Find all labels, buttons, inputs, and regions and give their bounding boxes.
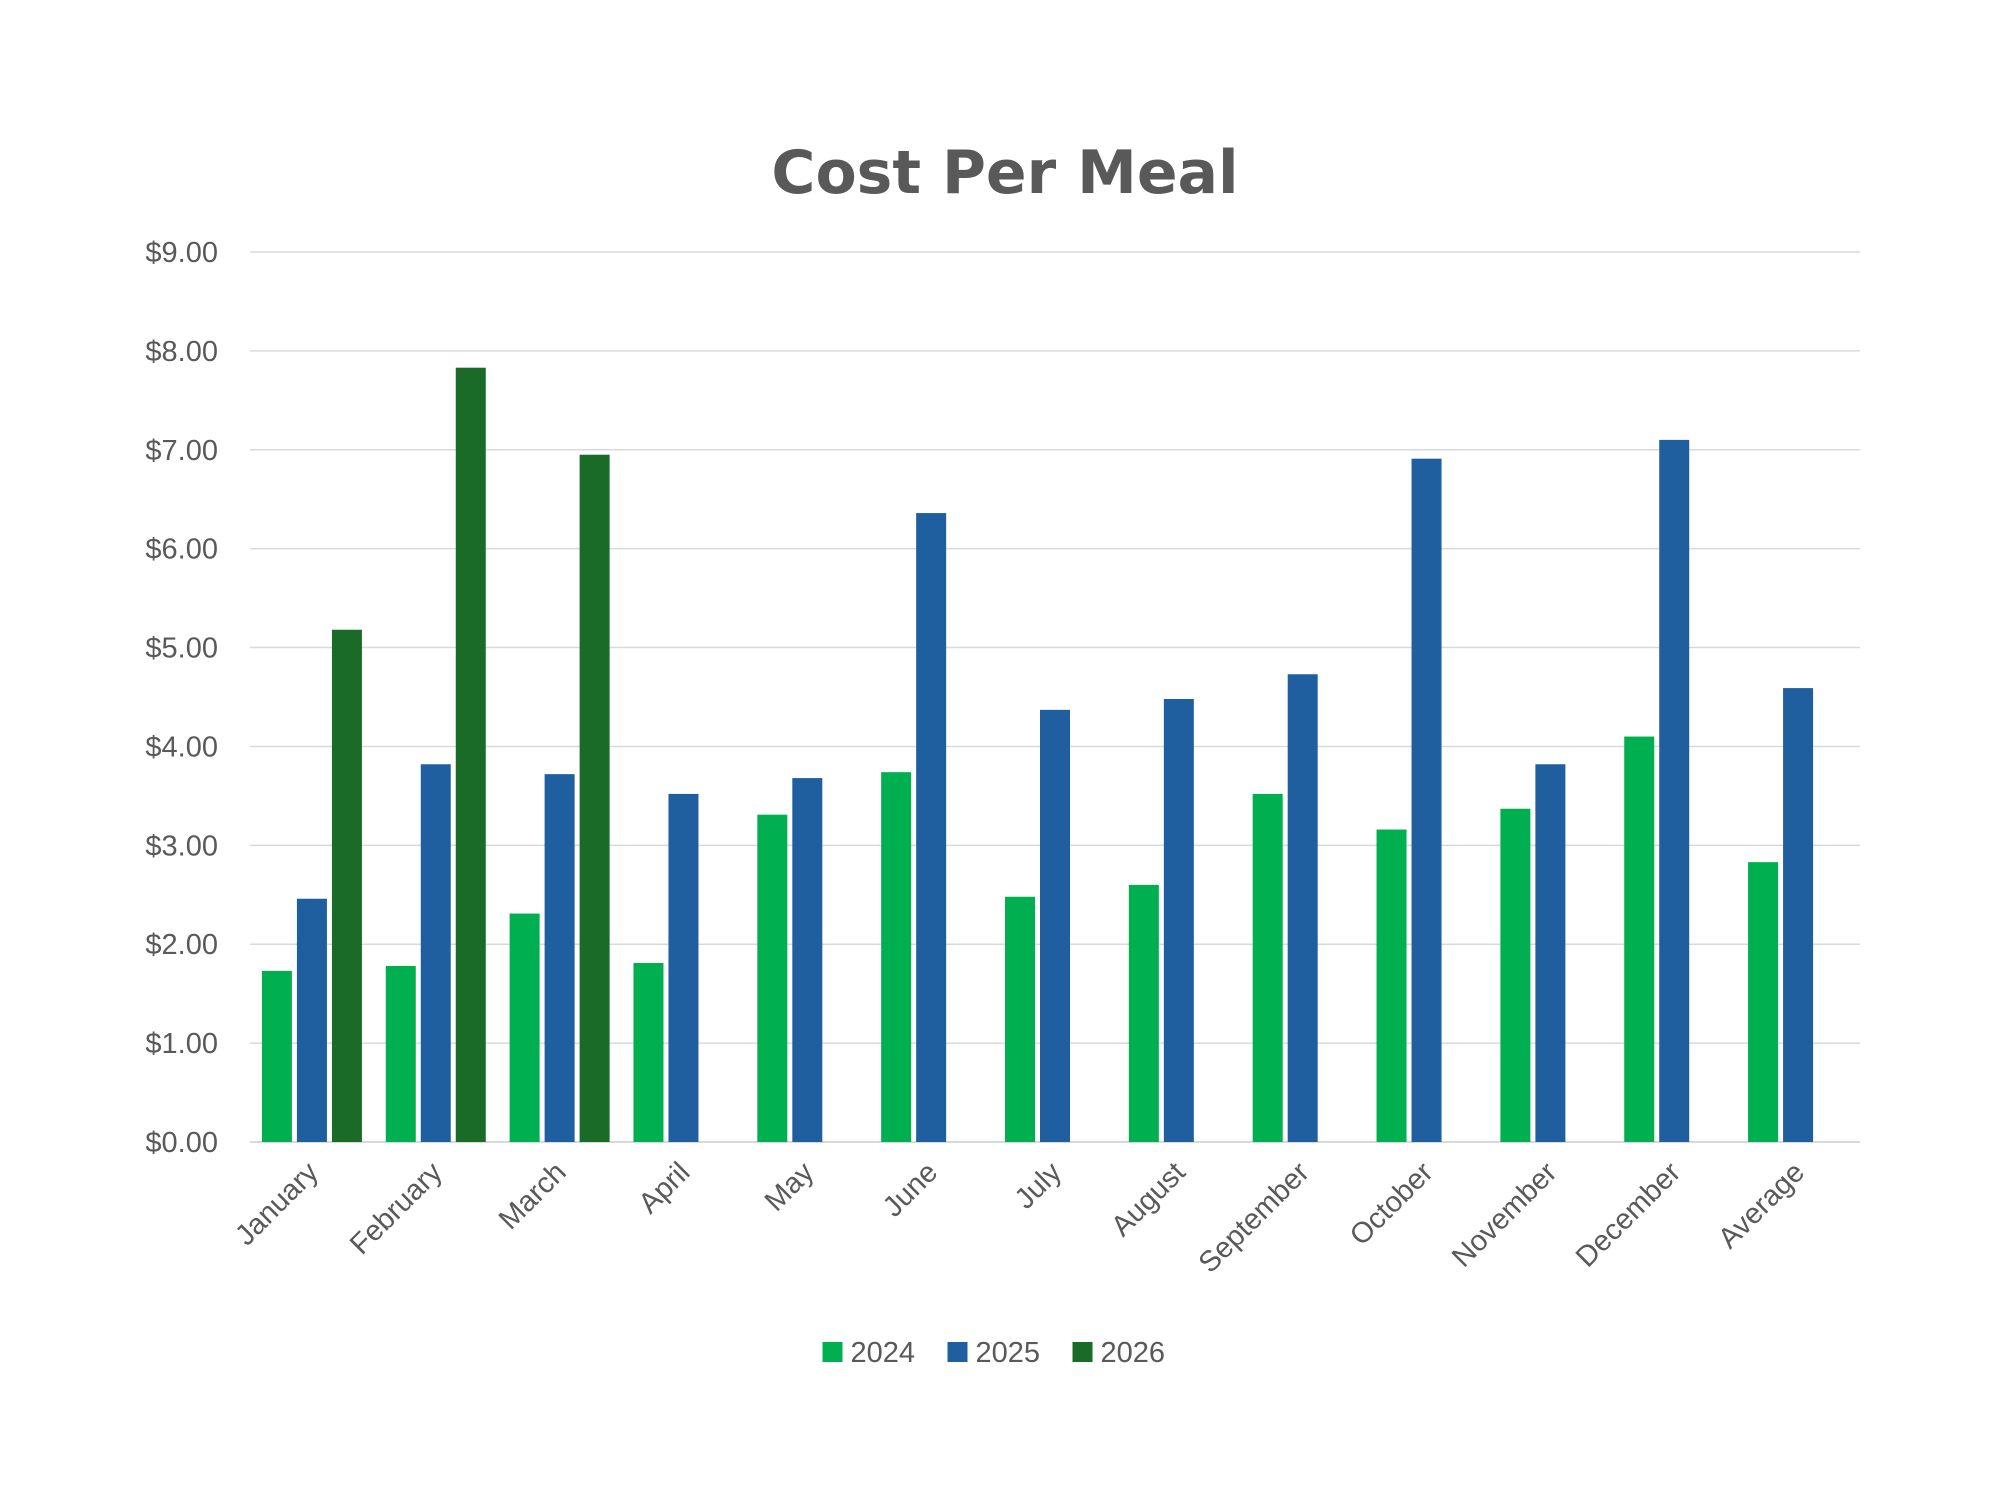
bar-2025-march — [544, 774, 575, 1142]
bar-2025-november — [1535, 764, 1566, 1142]
bar-2024-june — [881, 772, 912, 1142]
bar-2024-august — [1128, 884, 1159, 1142]
bar-2026-march — [579, 454, 610, 1142]
bar-2024-april — [633, 963, 664, 1142]
bar-2024-february — [385, 965, 416, 1142]
legend-swatch-2025 — [947, 1342, 968, 1362]
bar-2025-august — [1163, 698, 1194, 1142]
bar-2025-june — [916, 513, 947, 1142]
legend: 2024 2025 2026 — [822, 1337, 1166, 1369]
x-tick-label: April — [633, 1156, 697, 1220]
x-tick-label: September — [1193, 1156, 1316, 1279]
legend-swatch-2026 — [1072, 1342, 1093, 1362]
y-tick-label: $0.00 — [145, 1127, 218, 1159]
bar-2024-march — [509, 913, 540, 1142]
bar-2024-average — [1748, 862, 1779, 1142]
x-tick-label: August — [1105, 1156, 1191, 1242]
bar-2024-september — [1252, 793, 1283, 1142]
x-axis-tick-labels: January February March April May June July Augu… — [229, 1156, 1811, 1279]
x-tick-label: February — [344, 1156, 449, 1261]
bar-2025-july — [1040, 709, 1070, 1142]
legend-label-2025: 2025 — [976, 1337, 1041, 1369]
y-tick-label: $9.00 — [145, 237, 218, 269]
x-tick-label: December — [1570, 1156, 1687, 1273]
bar-2025-january — [296, 898, 327, 1142]
bar-2024-july — [1005, 896, 1035, 1142]
y-axis-tick-labels: $0.00 $1.00 $2.00 $3.00 $4.00 $5.00 $6.00 $7.00… — [145, 237, 218, 1159]
x-tick-label: May — [759, 1156, 821, 1218]
y-tick-label: $1.00 — [145, 1028, 218, 1060]
y-tick-label: $4.00 — [145, 731, 218, 763]
bar-2025-may — [792, 778, 823, 1142]
bar-2025-december — [1659, 439, 1690, 1142]
bar-2024-november — [1500, 808, 1531, 1142]
bar-2024-may — [757, 814, 788, 1142]
y-tick-label: $8.00 — [145, 336, 218, 368]
bar-2025-february — [420, 764, 451, 1142]
bar-2025-april — [668, 793, 699, 1142]
x-tick-label: June — [877, 1156, 944, 1223]
y-tick-label: $6.00 — [145, 534, 218, 566]
bar-2026-january — [331, 629, 362, 1142]
x-tick-label: November — [1446, 1156, 1563, 1273]
bar-2024-january — [261, 970, 292, 1142]
bar-2024-december — [1624, 736, 1655, 1142]
bar-2024-october — [1376, 829, 1407, 1142]
bar-2025-september — [1287, 674, 1318, 1142]
bar-2026-february — [455, 367, 486, 1142]
bars — [261, 367, 1814, 1143]
bar-2025-october — [1411, 458, 1442, 1143]
y-tick-label: $2.00 — [145, 929, 218, 961]
chart-title: Cost Per Meal — [771, 138, 1238, 208]
legend-swatch-2024 — [822, 1342, 843, 1362]
legend-label-2026: 2026 — [1101, 1337, 1166, 1369]
x-tick-label: July — [1009, 1156, 1068, 1215]
y-tick-label: $7.00 — [145, 435, 218, 467]
x-tick-label: January — [229, 1156, 325, 1252]
y-tick-label: $3.00 — [145, 830, 218, 862]
x-tick-label: October — [1344, 1156, 1440, 1252]
bar-2025-average — [1783, 688, 1814, 1142]
x-tick-label: Average — [1712, 1156, 1811, 1255]
legend-label-2024: 2024 — [851, 1337, 916, 1369]
x-tick-label: March — [493, 1156, 573, 1236]
y-tick-label: $5.00 — [145, 633, 218, 665]
